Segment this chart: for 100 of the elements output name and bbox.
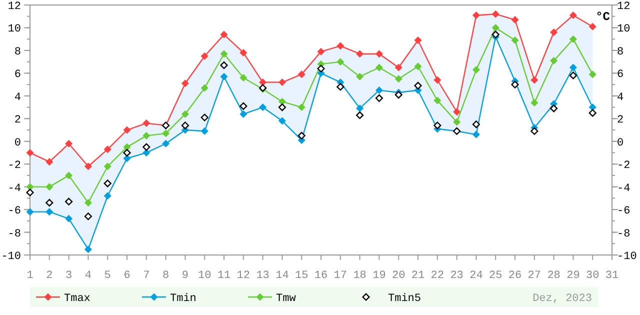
x-tick-label: 29 bbox=[566, 270, 580, 282]
y-tick-label: 6 bbox=[14, 69, 21, 82]
point bbox=[395, 75, 402, 82]
point bbox=[181, 122, 189, 130]
point bbox=[259, 104, 266, 111]
point bbox=[142, 149, 150, 156]
y-tick-label: 10 bbox=[8, 24, 21, 36]
point bbox=[26, 183, 34, 190]
point bbox=[376, 50, 383, 58]
point bbox=[162, 140, 170, 148]
y-tick-label: 12 bbox=[8, 1, 21, 13]
y-tick-label: 4 bbox=[14, 92, 22, 104]
point bbox=[317, 64, 325, 72]
point bbox=[26, 208, 34, 216]
x-tick-label: 1 bbox=[26, 270, 34, 282]
point bbox=[142, 120, 150, 127]
point bbox=[434, 76, 441, 84]
x-tick-label: 26 bbox=[508, 270, 522, 282]
point bbox=[376, 64, 383, 72]
point bbox=[201, 52, 208, 60]
point bbox=[356, 72, 364, 80]
point bbox=[336, 83, 344, 91]
x-tick-label: 31 bbox=[605, 270, 619, 282]
x-tick-label: 8 bbox=[162, 270, 170, 282]
point bbox=[123, 148, 131, 157]
y-tick-label: -10 bbox=[1, 251, 21, 263]
legend-label: Tmw bbox=[276, 293, 296, 305]
point bbox=[356, 111, 364, 120]
point bbox=[240, 74, 247, 82]
point bbox=[46, 208, 53, 216]
x-tick-label: 3 bbox=[65, 270, 72, 282]
point bbox=[104, 180, 112, 188]
x-tick-label: 13 bbox=[256, 270, 270, 282]
point bbox=[162, 130, 170, 138]
x-tick-label: 18 bbox=[353, 270, 366, 282]
y2-tick-label: 0 bbox=[617, 137, 624, 150]
point bbox=[472, 120, 480, 128]
x-tick-label: 14 bbox=[276, 270, 290, 282]
point bbox=[376, 86, 383, 94]
point bbox=[278, 103, 286, 112]
x-tick-label: 21 bbox=[411, 270, 425, 282]
x-tick-label: 30 bbox=[586, 270, 600, 282]
point bbox=[84, 212, 92, 220]
y2-tick-label: -8 bbox=[617, 228, 630, 240]
x-tick-label: 22 bbox=[430, 270, 444, 282]
point bbox=[589, 22, 596, 30]
point bbox=[375, 94, 383, 102]
x-tick-label: 17 bbox=[334, 270, 347, 282]
point bbox=[570, 64, 577, 72]
point bbox=[336, 58, 344, 66]
point bbox=[142, 143, 150, 151]
point bbox=[220, 72, 228, 80]
point bbox=[492, 30, 500, 38]
point bbox=[278, 117, 286, 125]
point bbox=[570, 12, 577, 19]
x-tick-label: 23 bbox=[450, 270, 464, 282]
point bbox=[65, 140, 72, 148]
point bbox=[65, 198, 73, 206]
x-tick-label: 28 bbox=[547, 270, 560, 282]
point bbox=[26, 188, 34, 196]
point bbox=[569, 72, 577, 80]
point bbox=[46, 183, 53, 190]
point bbox=[123, 143, 131, 151]
point bbox=[104, 146, 112, 153]
point bbox=[123, 126, 131, 134]
legend-label: Tmax bbox=[64, 293, 91, 305]
point bbox=[240, 102, 248, 110]
y-tick-label: -2 bbox=[8, 160, 21, 172]
point bbox=[570, 35, 577, 43]
point bbox=[550, 104, 558, 112]
point bbox=[492, 10, 500, 18]
point bbox=[317, 48, 325, 56]
point bbox=[472, 66, 480, 74]
x-tick-label: 12 bbox=[236, 270, 250, 282]
y2-tick-label: 8 bbox=[617, 46, 624, 58]
point bbox=[240, 49, 247, 56]
point bbox=[511, 16, 519, 24]
point bbox=[200, 114, 208, 122]
point bbox=[26, 149, 34, 156]
y-tick-label: -4 bbox=[8, 182, 22, 195]
point bbox=[414, 36, 422, 44]
y2-tick-label: 12 bbox=[617, 1, 630, 13]
point bbox=[201, 84, 208, 92]
x-tick-label: 11 bbox=[217, 270, 231, 282]
y2-tick-label: -2 bbox=[617, 160, 630, 172]
point bbox=[453, 108, 460, 116]
point bbox=[84, 199, 92, 206]
point bbox=[550, 28, 558, 36]
text: Dez, 2023 bbox=[532, 293, 592, 305]
x-tick-label: 10 bbox=[198, 270, 212, 282]
point bbox=[46, 158, 53, 166]
x-tick-label: 16 bbox=[314, 270, 328, 282]
y2-tick-label: 10 bbox=[617, 24, 630, 36]
point bbox=[511, 36, 519, 44]
point bbox=[434, 96, 441, 104]
x-tick-label: 9 bbox=[182, 270, 189, 282]
point bbox=[182, 80, 189, 88]
point bbox=[356, 104, 364, 112]
point bbox=[220, 61, 228, 70]
point bbox=[589, 104, 596, 111]
